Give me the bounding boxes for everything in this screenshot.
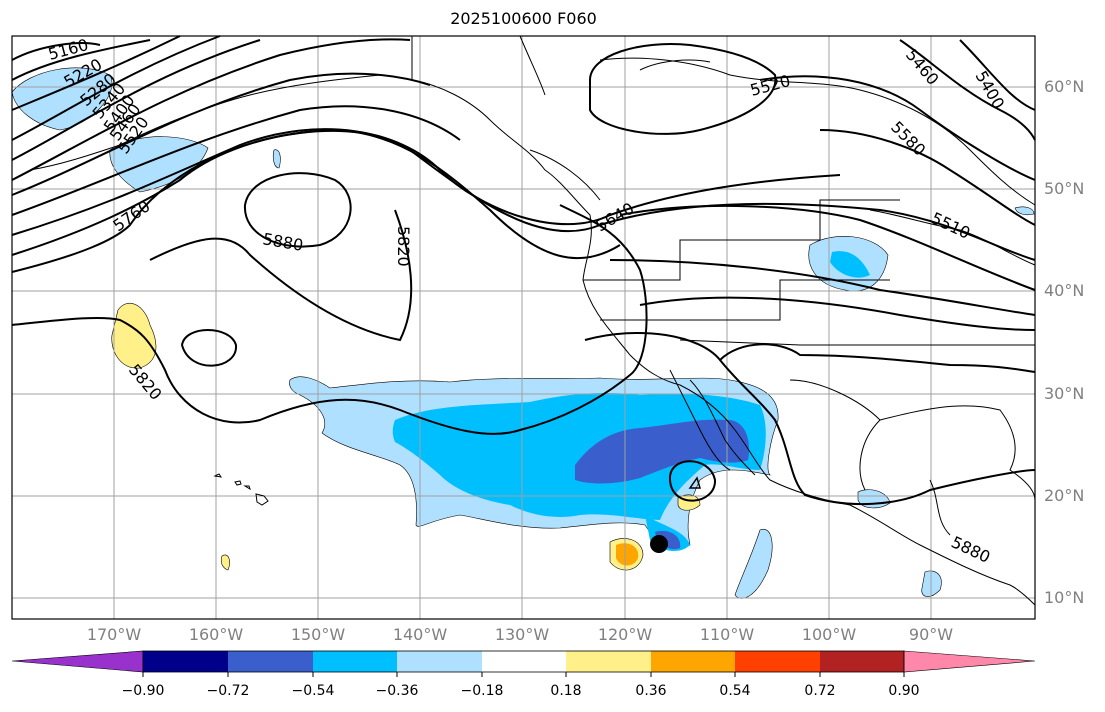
lon-label: 100°W (801, 625, 857, 644)
colorbar-segment (735, 651, 820, 672)
contour-5880-gulf (719, 343, 1036, 373)
map-title: 2025100600 F060 (450, 9, 597, 28)
lon-label: 120°W (597, 625, 653, 644)
colorbar-tick-label: −0.36 (375, 683, 419, 699)
contour-5460-east (899, 39, 1036, 141)
contour-5520-east (759, 75, 1036, 181)
contour-label: 5820 (125, 360, 166, 403)
contour-label: 5400 (972, 68, 1009, 113)
contour-5880 (584, 331, 1036, 506)
lon-label: 150°W (290, 625, 346, 644)
colorbar-segment (313, 651, 397, 672)
colorbar-tick-label: 0.36 (635, 683, 667, 699)
marker-dot (650, 535, 668, 553)
shade-light-blue (1014, 206, 1035, 216)
contour-5280 (11, 35, 181, 111)
shade-orange (616, 543, 639, 566)
contour-5760-east (639, 296, 1036, 331)
colorbar-tick-label: 0.72 (804, 683, 836, 699)
colorbar-segment (651, 651, 735, 672)
contour-5400 (11, 39, 261, 161)
lat-label: 50°N (1044, 179, 1085, 198)
colorbar-tick-label: 0.18 (550, 683, 582, 699)
contour-pacific-low (589, 43, 777, 135)
height-contours (11, 35, 1036, 506)
lat-label: 10°N (1044, 588, 1085, 607)
contour-5160 (11, 42, 101, 61)
colorbar-segment (397, 651, 482, 672)
contour-label: 5640 (593, 199, 638, 236)
colorbar-segment (482, 651, 566, 672)
small-triangle-contour (688, 476, 702, 489)
lon-label: 170°W (86, 625, 142, 644)
shade-light-blue (921, 570, 942, 597)
contour-small-high (180, 329, 238, 367)
contour-5520 (11, 72, 431, 196)
lat-label: 60°N (1044, 77, 1085, 96)
map-frame (11, 35, 1036, 620)
shading-layer (11, 67, 1035, 599)
lon-label: 140°W (392, 625, 448, 644)
contour-5880-high (243, 172, 352, 248)
colorbar-extend-left (11, 650, 144, 673)
colorbar-tick-label: 0.90 (888, 683, 920, 699)
contour-5820-upper (149, 209, 413, 342)
contour-5400-east (959, 39, 1036, 111)
colorbar-tick-label: −0.54 (291, 683, 335, 699)
lat-label: 40°N (1044, 281, 1085, 300)
contour-5220 (11, 39, 151, 81)
contour-label: 5880 (261, 229, 304, 255)
shade-light-blue (857, 489, 891, 509)
shade-royal-blue (575, 419, 750, 484)
contour-5820 (11, 204, 648, 435)
contour-5640-east (619, 204, 1036, 291)
contour-mexico-low (668, 460, 717, 502)
contour-label: 5760 (109, 196, 153, 235)
contour-5580 (11, 105, 461, 216)
colorbar-segment (820, 651, 904, 672)
contour-5460 (11, 38, 411, 181)
hawaii-islands (213, 473, 269, 506)
colorbar-tick-label: −0.18 (460, 683, 504, 699)
colorbar-tick-label: −0.72 (206, 683, 250, 699)
colorbar-extend-right (903, 650, 1036, 673)
gridlines (12, 36, 1035, 619)
contour-5700 (11, 129, 1036, 261)
shade-blue (830, 251, 870, 278)
contour-5700-east (609, 259, 1036, 316)
contour-label: 5510 (928, 208, 973, 242)
colorbar-frame (142, 650, 905, 673)
shade-light-blue (272, 149, 281, 169)
colorbar-segment (566, 651, 651, 672)
lon-label: 90°W (908, 625, 954, 644)
lon-label: 130°W (494, 625, 550, 644)
colorbar (11, 650, 1036, 677)
lon-label: 110°W (699, 625, 755, 644)
colorbar-segment (143, 651, 228, 672)
colorbar-segment (228, 651, 313, 672)
shade-light-blue (11, 67, 113, 131)
shade-yellow (220, 554, 230, 571)
lat-label: 30°N (1044, 384, 1085, 403)
shade-yellow (111, 303, 157, 369)
contour-5340 (11, 35, 221, 141)
contour-5760 (11, 128, 621, 273)
shade-light-blue (734, 528, 773, 599)
colorbar-tick-label: −0.90 (121, 683, 165, 699)
contour-label: 5580 (887, 117, 929, 159)
lat-label: 20°N (1044, 486, 1085, 505)
colorbar-tick-label: 0.54 (719, 683, 751, 699)
contour-5580-east (819, 129, 1036, 226)
contour-label: 5820 (394, 226, 413, 267)
lon-label: 160°W (188, 625, 244, 644)
